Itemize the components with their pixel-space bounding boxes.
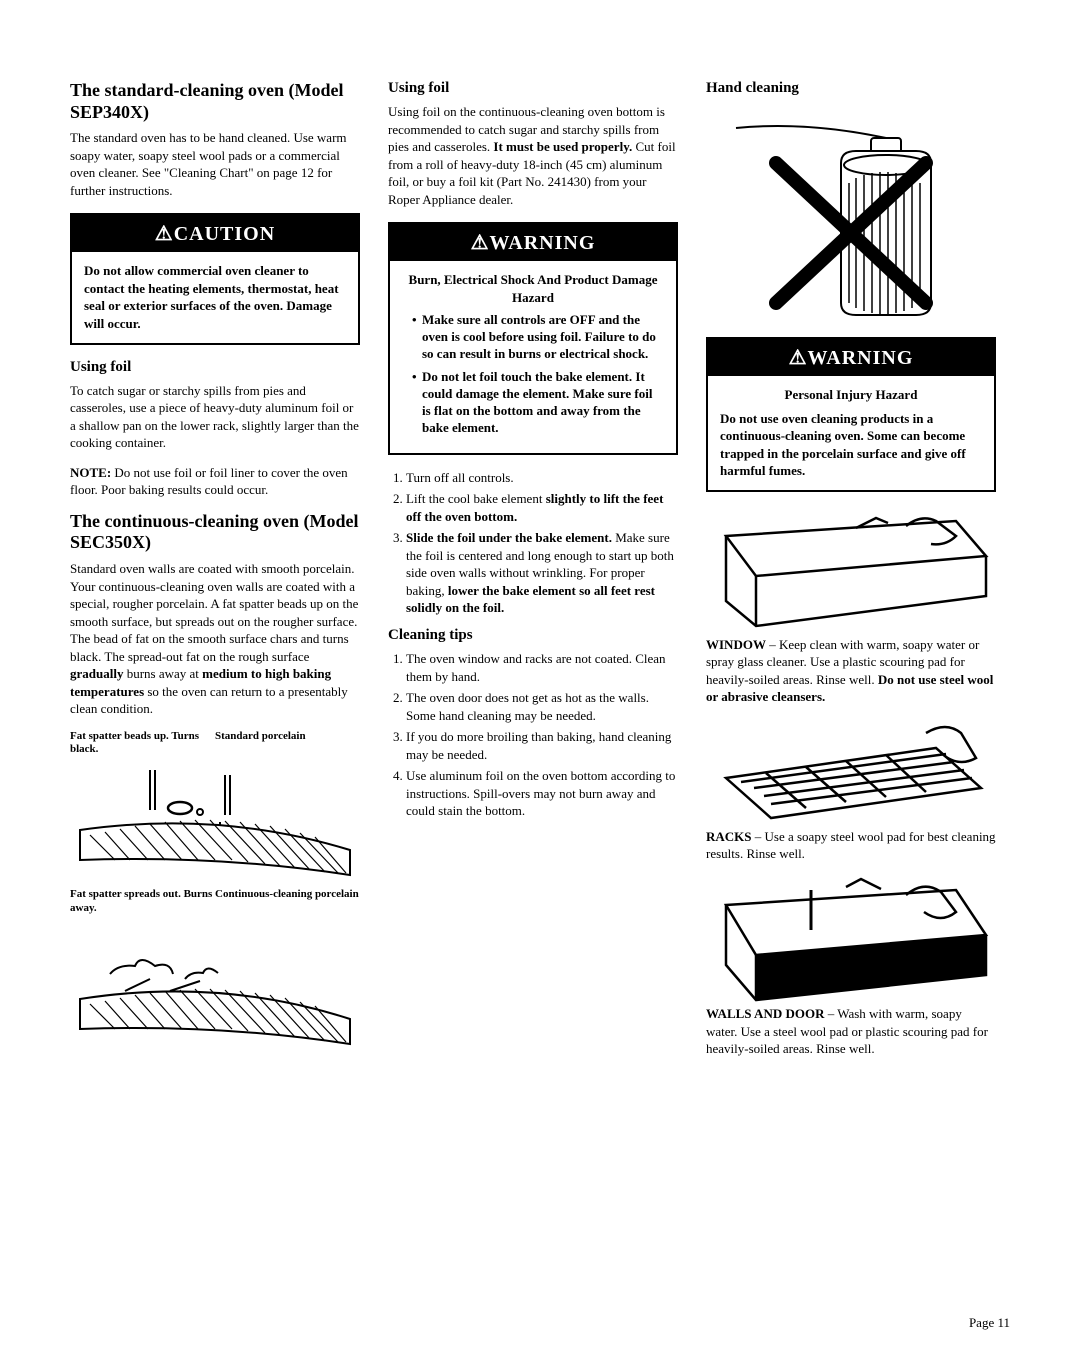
cleaning-tips-list: The oven window and racks are not coated…	[388, 650, 678, 820]
spray-can-x-illustration	[706, 103, 996, 323]
foil-step-3: Slide the foil under the bake element. M…	[406, 529, 678, 617]
cleaning-tip-2: The oven door does not get as hot as the…	[406, 689, 678, 724]
foil-steps: Turn off all controls. Lift the cool bak…	[388, 469, 678, 617]
walls-door-illustration	[706, 875, 996, 1005]
racks-text: RACKS – Use a soapy steel wool pad for b…	[706, 828, 996, 863]
warning-header-1: ⚠WARNING	[390, 224, 676, 261]
racks-illustration	[706, 718, 996, 828]
window-illustration	[706, 506, 996, 636]
window-text: WINDOW – Keep clean with warm, soapy wat…	[706, 636, 996, 706]
standard-cleaning-intro: The standard oven has to be hand cleaned…	[70, 129, 360, 199]
using-foil-para-1: To catch sugar or starchy spills from pi…	[70, 382, 360, 452]
warning-body-1: Burn, Electrical Shock And Product Damag…	[390, 261, 676, 452]
column-1: The standard-cleaning oven (Model SEP340…	[70, 80, 360, 1070]
using-foil-heading-2: Using foil	[388, 80, 678, 97]
warning-header-2: ⚠WARNING	[708, 339, 994, 376]
using-foil-heading-1: Using foil	[70, 359, 360, 376]
porcelain-labels-1: Fat spatter beads up. Turns black. Stand…	[70, 730, 360, 756]
using-foil-para-2: Using foil on the continuous-cleaning ov…	[388, 103, 678, 208]
continuous-porcelain-illustration	[70, 919, 360, 1049]
continuous-cleaning-heading: The continuous-cleaning oven (Model SEC3…	[70, 511, 360, 554]
foil-note: NOTE: Do not use foil or foil liner to c…	[70, 464, 360, 499]
page-columns: The standard-cleaning oven (Model SEP340…	[70, 80, 1010, 1070]
cleaning-tip-4: Use aluminum foil on the oven bottom acc…	[406, 767, 678, 820]
page-number: Page 11	[969, 1315, 1010, 1331]
caution-box: ⚠CAUTION Do not allow commercial oven cl…	[70, 213, 360, 344]
cleaning-tip-3: If you do more broiling than baking, han…	[406, 728, 678, 763]
warning-box-1: ⚠WARNING Burn, Electrical Shock And Prod…	[388, 222, 678, 454]
foil-step-2: Lift the cool bake element slightly to l…	[406, 490, 678, 525]
warning1-item2: Do not let foil touch the bake element. …	[412, 369, 664, 437]
porcelain-labels-2: Fat spatter spreads out. Burns away. Con…	[70, 888, 360, 914]
warning-box-2: ⚠WARNING Personal Injury Hazard Do not u…	[706, 337, 996, 492]
foil-step-1: Turn off all controls.	[406, 469, 678, 487]
column-3: Hand cleaning ⚠WARNING Personal Injury H…	[706, 80, 996, 1070]
standard-cleaning-heading: The standard-cleaning oven (Model SEP340…	[70, 80, 360, 123]
warning1-item1: Make sure all controls are OFF and the o…	[412, 312, 664, 363]
cleaning-tips-heading: Cleaning tips	[388, 627, 678, 644]
warning-body-2: Personal Injury Hazard Do not use oven c…	[708, 376, 994, 490]
hand-cleaning-heading: Hand cleaning	[706, 80, 996, 97]
cleaning-tip-1: The oven window and racks are not coated…	[406, 650, 678, 685]
caution-header: ⚠CAUTION	[72, 215, 358, 252]
standard-porcelain-illustration	[70, 760, 360, 880]
column-2: Using foil Using foil on the continuous-…	[388, 80, 678, 1070]
caution-body: Do not allow commercial oven cleaner to …	[72, 252, 358, 342]
continuous-cleaning-para: Standard oven walls are coated with smoo…	[70, 560, 360, 718]
walls-door-text: WALLS AND DOOR – Wash with warm, soapy w…	[706, 1005, 996, 1058]
